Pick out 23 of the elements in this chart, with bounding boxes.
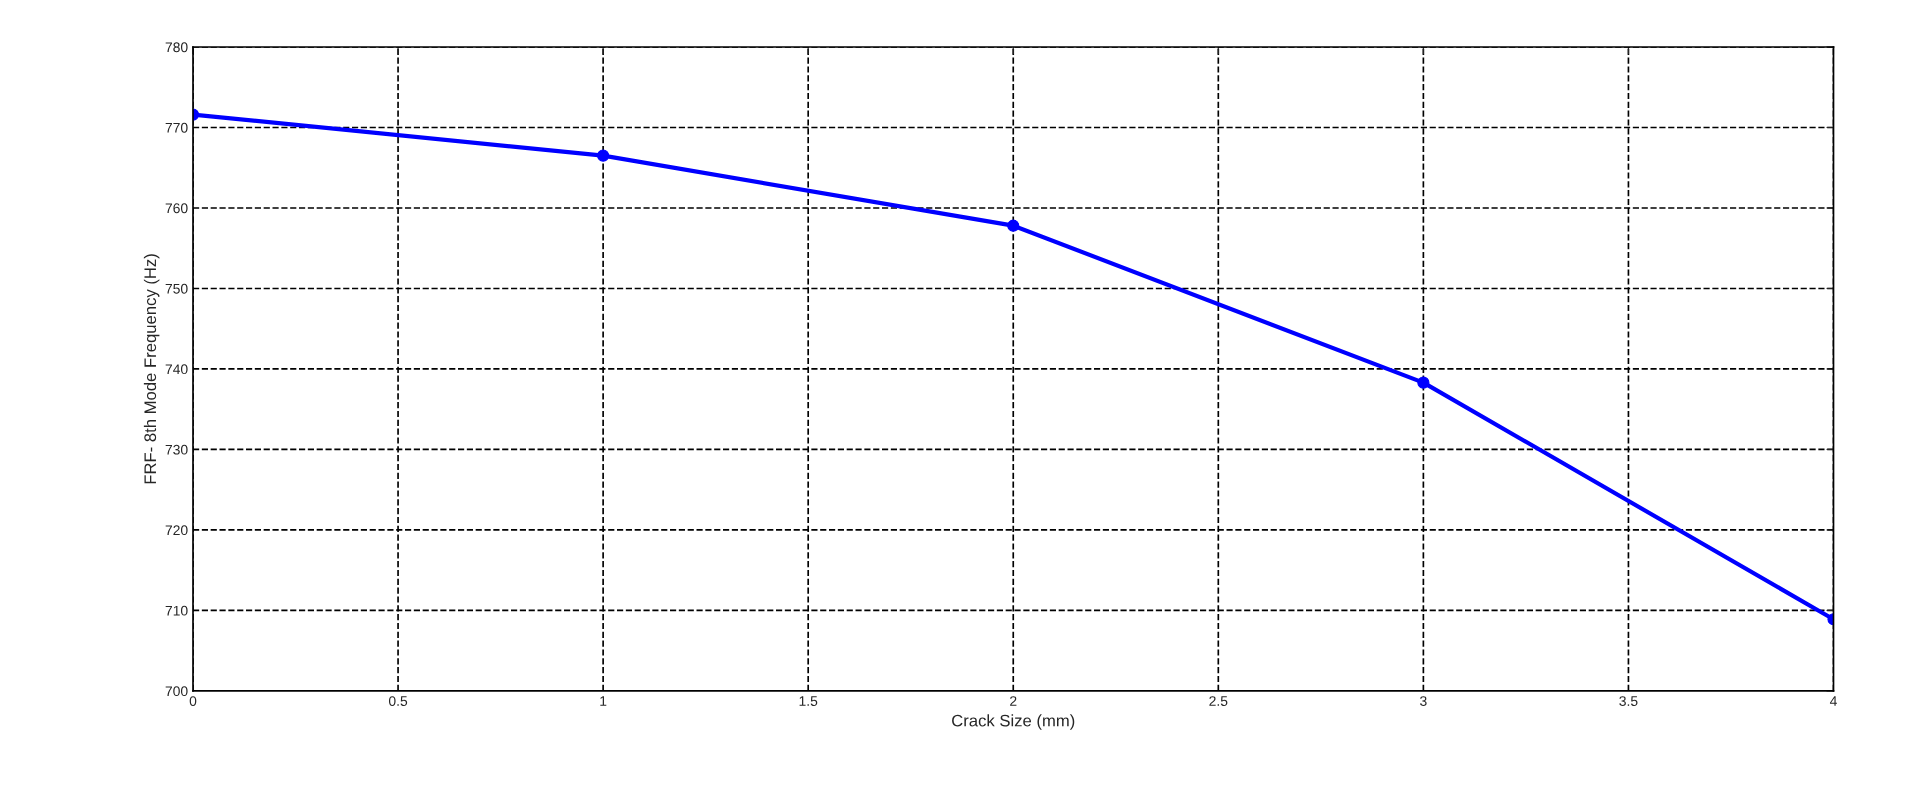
- x-tick-label: 2: [1010, 696, 1017, 706]
- x-tick-label: 1: [600, 696, 607, 706]
- x-tick-label: 3: [1420, 696, 1427, 706]
- y-tick-label: 780: [165, 42, 188, 53]
- x-tick-label: 2.5: [1209, 696, 1228, 706]
- x-tick-label: 3.5: [1619, 696, 1638, 706]
- y-tick-label: 700: [165, 686, 188, 697]
- y-tick-label: 720: [165, 525, 188, 536]
- y-tick-label: 740: [165, 364, 188, 375]
- y-axis-title: FRF- 8th Mode Frequency (Hz): [143, 254, 160, 484]
- x-tick-label: 1.5: [799, 696, 818, 706]
- x-tick-label: 0: [189, 696, 197, 706]
- point: [1007, 219, 1020, 232]
- y-tick-label: 760: [165, 203, 188, 214]
- y-tick-label: 750: [165, 283, 188, 294]
- x-tick-label: 4: [1829, 696, 1837, 706]
- y-tick-label: 730: [165, 444, 188, 455]
- point: [1417, 376, 1430, 389]
- y-tick-label: 710: [165, 605, 188, 616]
- y-tick-label: 770: [165, 122, 188, 133]
- point: [597, 149, 610, 162]
- x-tick-label: 0.5: [388, 696, 408, 706]
- x-axis-title: Crack Size (mm): [952, 714, 1075, 730]
